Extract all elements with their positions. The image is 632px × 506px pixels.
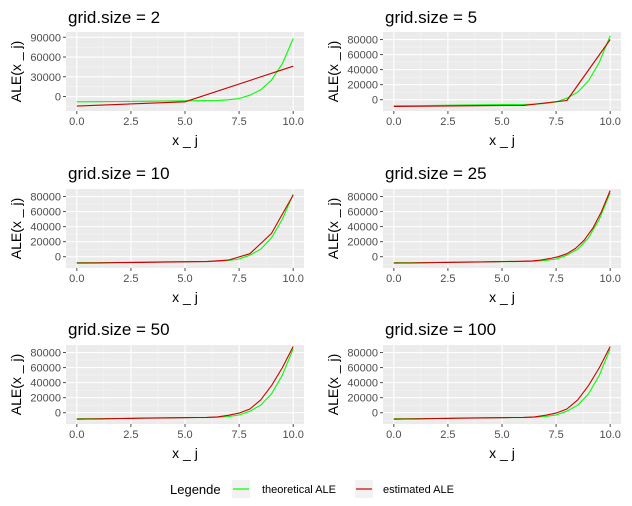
y-tick-label: 40000 [30,378,61,390]
facet-panels: grid.size = 2 0.0 2.5 5.0 7.5 10.0 0 30000 60000… [8,8,621,461]
series-estimated-ale [393,190,611,264]
y-tick-label: 0 [55,408,61,420]
y-tick-label: 60000 [30,52,61,64]
facet-panel: grid.size = 50 0.0 2.5 5.0 7.5 10.0 0 20000 4000… [8,320,304,461]
y-tick-label: 80000 [30,348,61,360]
x-tick-label: 0.0 [69,273,84,285]
y-tick-label: 60000 [30,207,61,219]
x-axis-label: x _ j [489,445,515,461]
x-tick-label: 7.5 [231,116,246,128]
y-tick-label: 90000 [30,32,61,44]
panel-title: grid.size = 10 [68,164,170,183]
y-tick-label: 80000 [347,192,378,204]
x-axis-label: x _ j [172,132,198,148]
x-axis-label: x _ j [172,289,198,305]
y-tick-label: 20000 [30,393,61,405]
facet-panel: grid.size = 25 0.0 2.5 5.0 7.5 10.0 0 20000 4000… [325,164,621,305]
x-tick-label: 5.0 [494,116,509,128]
x-tick-label: 2.5 [440,116,455,128]
y-tick-label: 60000 [347,363,378,375]
x-tick-label: 2.5 [440,273,455,285]
x-tick-label: 7.5 [548,429,563,441]
y-tick-label: 40000 [347,222,378,234]
y-axis-label: ALE(x _ j) [8,354,24,415]
y-axis-label: ALE(x _ j) [325,198,341,259]
x-tick-label: 10.0 [599,429,620,441]
y-tick-label: 40000 [347,378,378,390]
panel-title: grid.size = 25 [385,164,487,183]
y-tick-label: 80000 [347,348,378,360]
panel-title: grid.size = 5 [385,8,477,27]
legend-label-estimated: estimated ALE [383,484,454,496]
y-axis-label: ALE(x _ j) [8,198,24,259]
y-tick-label: 0 [372,95,378,107]
y-tick-label: 60000 [30,363,61,375]
x-tick-label: 7.5 [548,116,563,128]
legend-item-estimated: estimated ALE [355,480,454,498]
x-tick-label: 0.0 [69,116,84,128]
x-tick-label: 5.0 [494,429,509,441]
y-tick-label: 0 [55,92,61,104]
x-tick-label: 7.5 [548,273,563,285]
x-tick-label: 10.0 [282,116,303,128]
x-tick-label: 10.0 [282,273,303,285]
y-tick-label: 20000 [347,237,378,249]
x-tick-label: 5.0 [177,273,192,285]
x-tick-label: 0.0 [386,116,401,128]
y-tick-label: 40000 [30,222,61,234]
panel-title: grid.size = 2 [68,8,160,27]
x-tick-label: 5.0 [494,273,509,285]
facet-panel: grid.size = 2 0.0 2.5 5.0 7.5 10.0 0 30000 60000… [8,8,304,148]
x-tick-label: 2.5 [123,273,138,285]
x-tick-label: 7.5 [231,429,246,441]
facet-panel: grid.size = 10 0.0 2.5 5.0 7.5 10.0 0 20000 4000… [8,164,304,305]
series-estimated-ale [393,39,611,108]
series-estimated-ale [76,346,294,420]
y-tick-label: 0 [372,408,378,420]
legend-item-theoretical: theoretical ALE [232,480,336,498]
x-tick-label: 2.5 [123,116,138,128]
y-tick-label: 80000 [347,35,378,47]
y-axis-label: ALE(x _ j) [8,41,24,102]
legend-label-theoretical: theoretical ALE [262,484,336,496]
y-tick-label: 0 [55,252,61,264]
x-tick-label: 2.5 [123,429,138,441]
panel-title: grid.size = 50 [68,320,170,339]
y-tick-label: 60000 [347,207,378,219]
series-estimated-ale [76,65,294,107]
panel-title: grid.size = 100 [385,320,496,339]
y-tick-label: 60000 [347,50,378,62]
x-axis-label: x _ j [489,289,515,305]
facet-panel: grid.size = 100 0.0 2.5 5.0 7.5 10.0 0 20000 400… [325,320,621,461]
x-tick-label: 2.5 [440,429,455,441]
y-tick-label: 20000 [30,237,61,249]
x-tick-label: 0.0 [386,429,401,441]
x-tick-label: 0.0 [69,429,84,441]
y-tick-label: 40000 [347,65,378,77]
x-tick-label: 0.0 [386,273,401,285]
y-tick-label: 0 [372,252,378,264]
x-tick-label: 5.0 [177,429,192,441]
x-tick-label: 10.0 [282,429,303,441]
y-axis-label: ALE(x _ j) [325,354,341,415]
x-tick-label: 10.0 [599,273,620,285]
y-tick-label: 30000 [30,72,61,84]
x-tick-label: 7.5 [231,273,246,285]
x-axis-label: x _ j [172,445,198,461]
x-tick-label: 10.0 [599,116,620,128]
x-tick-label: 5.0 [177,116,192,128]
series-estimated-ale [393,346,611,420]
legend-title: Legende [170,482,221,497]
y-tick-label: 20000 [347,393,378,405]
y-tick-label: 80000 [30,192,61,204]
series-theoretical-ale [76,38,294,103]
series-estimated-ale [76,194,294,264]
facet-panel: grid.size = 5 0.0 2.5 5.0 7.5 10.0 0 20000 40000… [325,8,621,148]
legend: Legende theoretical ALE estimated ALE [170,480,454,498]
x-axis-label: x _ j [489,132,515,148]
y-axis-label: ALE(x _ j) [325,41,341,102]
y-tick-label: 20000 [347,80,378,92]
